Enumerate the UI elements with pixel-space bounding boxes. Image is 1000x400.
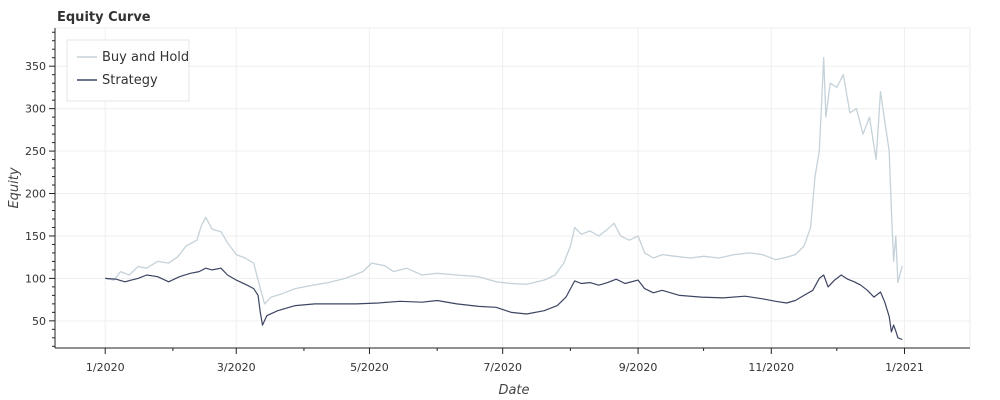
x-tick-label: 11/2020 xyxy=(748,361,794,374)
legend: Buy and Hold Strategy xyxy=(66,39,190,102)
legend-label-buy-and-hold: Buy and Hold xyxy=(102,50,189,65)
x-tick-label: 7/2020 xyxy=(483,361,522,374)
x-tick-label: 3/2020 xyxy=(217,361,256,374)
x-tick-label: 9/2020 xyxy=(619,361,658,374)
y-axis-label: Equity xyxy=(7,167,22,208)
x-tick-label: 1/2020 xyxy=(86,361,125,374)
y-tick-label: 250 xyxy=(25,145,46,158)
ticks: 50 100 150 200 250 300 350 1/2020 3/2020 5/2020 7/… xyxy=(25,31,924,374)
x-tick-label: 1/2021 xyxy=(885,361,924,374)
series-line-strategy xyxy=(105,267,903,341)
legend-label-strategy: Strategy xyxy=(102,73,158,88)
y-tick-label: 200 xyxy=(25,188,46,201)
plot-area xyxy=(54,27,971,349)
y-tick-label: 350 xyxy=(25,60,46,73)
series-layer xyxy=(105,57,903,341)
y-tick-label: 300 xyxy=(25,103,46,116)
axes xyxy=(54,28,970,349)
y-tick-label: 50 xyxy=(32,315,46,328)
x-axis-label: Date xyxy=(498,383,529,398)
grid xyxy=(55,28,970,348)
y-tick-label: 150 xyxy=(25,230,46,243)
chart-title: Equity Curve xyxy=(57,10,151,25)
x-tick-label: 5/2020 xyxy=(350,361,389,374)
legend-box xyxy=(66,39,190,102)
series-line-buy-and-hold xyxy=(105,57,903,305)
y-tick-label: 100 xyxy=(25,272,46,285)
